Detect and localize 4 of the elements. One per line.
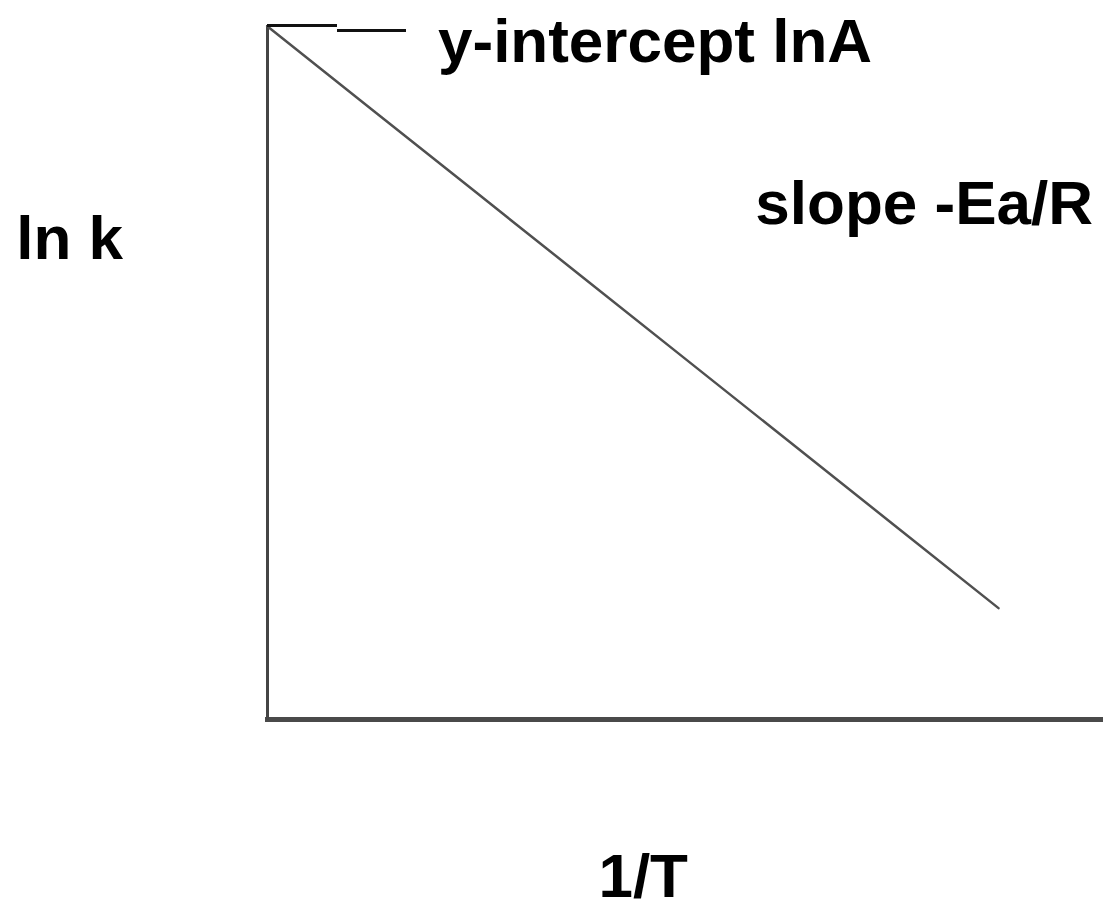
x-axis-title: 1/T [598,841,689,903]
annotation: y-intercept lnA [438,6,873,75]
annotation: slope -Ea/R [755,168,1093,237]
y-axis-title: ln k [16,203,124,272]
